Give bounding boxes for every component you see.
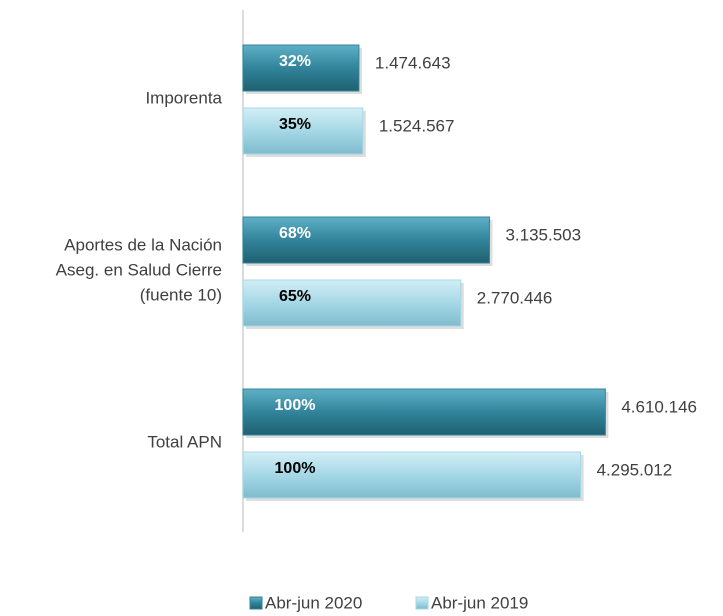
- legend-swatch: [415, 596, 429, 610]
- share-label: 100%: [275, 460, 316, 477]
- value-label: 4.610.146: [621, 397, 697, 416]
- bar: [242, 451, 582, 499]
- legend-label: Abr-jun 2020: [265, 593, 362, 612]
- share-label: 35%: [279, 116, 311, 133]
- category-label: Aportes de la Nación Aseg. en Salud Cierr…: [56, 236, 222, 305]
- legend-swatch: [249, 596, 263, 610]
- bar: [242, 279, 462, 327]
- value-label: 4.295.012: [597, 460, 673, 479]
- bar: [242, 388, 606, 436]
- category-label: Imporenta: [145, 89, 222, 108]
- bar: [242, 216, 490, 264]
- share-label: 68%: [279, 225, 311, 242]
- value-label: 1.474.643: [375, 53, 451, 72]
- share-label: 65%: [279, 288, 311, 305]
- share-label: 100%: [275, 397, 316, 414]
- value-label: 3.135.503: [505, 225, 581, 244]
- bar: [242, 107, 364, 155]
- share-label: 32%: [279, 53, 311, 70]
- category-label: Total APN: [147, 433, 222, 452]
- value-label: 2.770.446: [477, 288, 553, 307]
- bar: [242, 44, 360, 92]
- value-label: 1.524.567: [379, 116, 455, 135]
- legend-label: Abr-jun 2019: [431, 593, 528, 612]
